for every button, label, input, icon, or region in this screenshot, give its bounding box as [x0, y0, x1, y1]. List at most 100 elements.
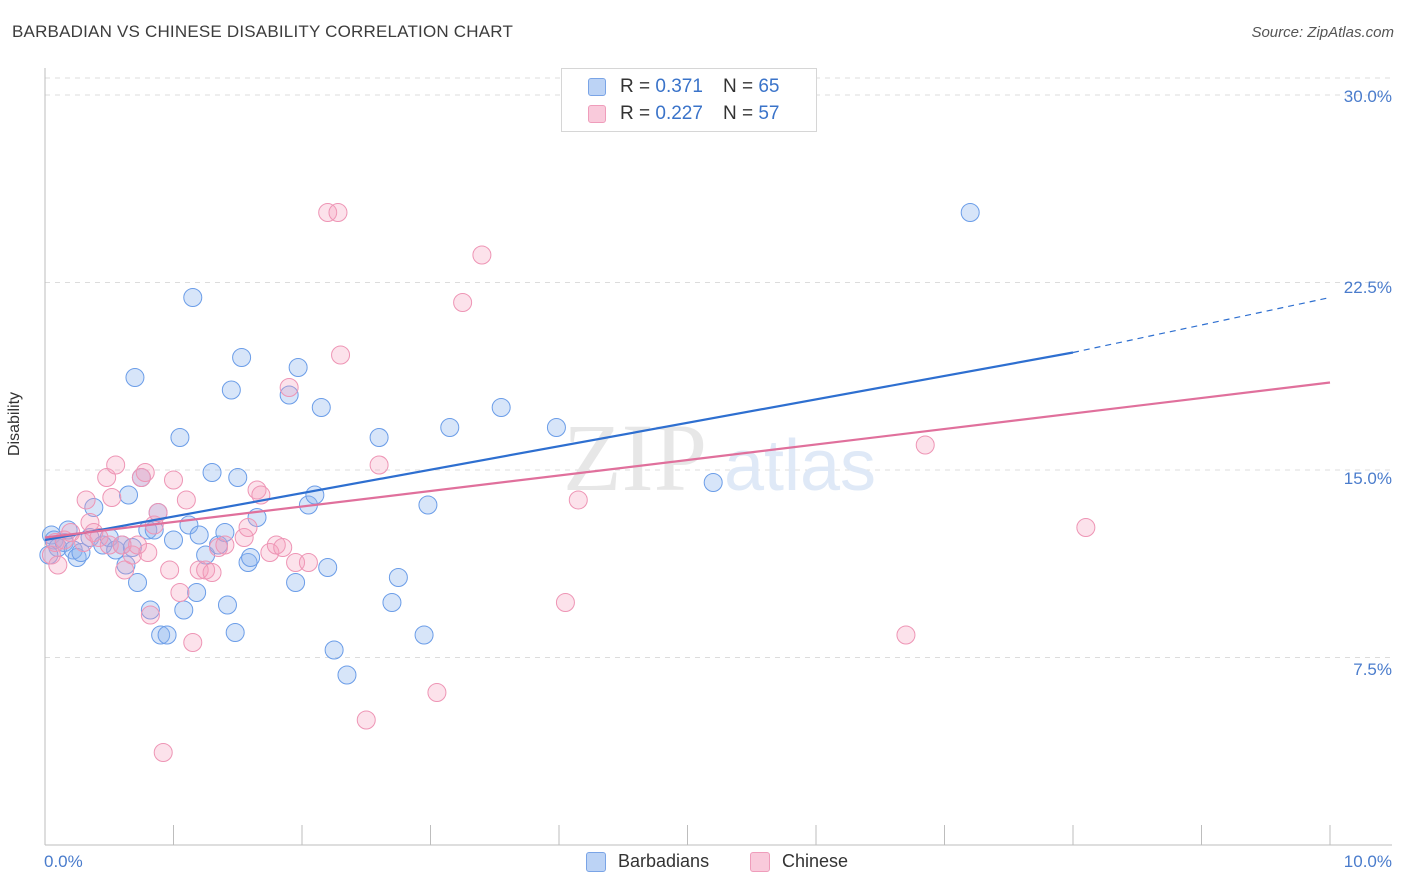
barbadians-point	[187, 583, 207, 602]
legend-label-barbadians: Barbadians	[618, 851, 710, 871]
barbadians-point	[183, 288, 203, 307]
chinese-point	[160, 560, 180, 580]
barbadians-point	[189, 525, 209, 545]
chinese-point	[238, 518, 258, 537]
chinese-point	[298, 553, 318, 572]
barbadians-point	[418, 495, 438, 515]
data-points	[39, 203, 1096, 762]
legend-swatch-pink	[750, 851, 770, 872]
barbadians-point	[318, 558, 338, 577]
barbadians-point	[703, 473, 723, 492]
chinese-point	[273, 538, 293, 557]
barbadians-point	[228, 468, 248, 487]
chinese-point	[106, 455, 126, 475]
legend-row-barbadians: R = 0.371 N = 65	[588, 73, 779, 101]
chinese-point	[260, 543, 280, 562]
chinese-point	[568, 490, 588, 510]
chinese-point	[48, 555, 68, 575]
legend-row-chinese: R = 0.227 N = 57	[588, 100, 779, 128]
legend-label-chinese: Chinese	[782, 851, 849, 871]
barbadians-point	[128, 573, 148, 592]
barbadians-point	[388, 568, 408, 587]
watermark-atlas: atlas	[724, 426, 876, 506]
barbadians-point	[217, 595, 237, 615]
legend-r-label: R =	[620, 76, 651, 97]
chinese-point	[164, 470, 183, 490]
legend-swatch-blue	[588, 78, 606, 96]
legend-r-value: 0.371	[655, 76, 703, 97]
barbadians-point	[440, 418, 460, 437]
y-tick-label-15: 15.0%	[1343, 469, 1392, 488]
legend-r-label: R =	[620, 103, 651, 124]
barbadians-point	[337, 665, 357, 685]
barbadians-point	[311, 398, 331, 417]
stats-legend: R = 0.371 N = 65 R = 0.227 N = 57	[561, 68, 817, 132]
chinese-point	[328, 203, 348, 222]
x-tick-label-max: 10.0%	[1343, 852, 1392, 871]
legend-n-label: N =	[722, 76, 754, 97]
barbadians-point	[164, 530, 183, 550]
chinese-point	[234, 528, 254, 547]
chart-title: BARBADIAN VS CHINESE DISABILITY CORRELAT…	[12, 22, 514, 41]
chinese-point	[555, 593, 575, 612]
chinese-point	[176, 490, 196, 510]
barbadians-point	[288, 358, 308, 377]
chinese-point	[135, 463, 155, 482]
chinese-point	[122, 545, 142, 565]
legend-swatch-blue	[586, 851, 606, 872]
legend-r-value: 0.227	[655, 103, 703, 124]
chinese-point	[453, 293, 473, 312]
watermark-zip: ZIP	[563, 404, 707, 511]
chinese-point	[915, 435, 935, 455]
chinese-point	[76, 490, 96, 510]
barbadians-point	[382, 593, 402, 612]
barbadians-point	[960, 203, 980, 222]
legend-swatch-pink	[588, 105, 606, 123]
chinese-point	[41, 545, 61, 565]
barbadians-point	[238, 553, 258, 572]
chinese-point	[356, 710, 376, 730]
chinese-point	[318, 203, 338, 222]
barbadians-point	[225, 623, 245, 642]
legend-n-label: N =	[722, 103, 754, 124]
chinese-point	[183, 633, 203, 652]
chinese-point	[427, 683, 447, 702]
barbadians-point	[546, 418, 566, 437]
legend-item-chinese[interactable]: Chinese	[750, 851, 848, 872]
barbadians-trend-extension	[1072, 296, 1331, 354]
barbadians-point	[202, 463, 222, 482]
y-tick-label-30: 30.0%	[1343, 87, 1392, 106]
barbadians-point	[140, 600, 160, 620]
barbadians-point	[414, 625, 434, 645]
chinese-point	[140, 605, 160, 625]
barbadians-point	[157, 625, 177, 645]
chinese-point	[128, 535, 148, 555]
barbadians-point	[232, 348, 252, 367]
legend-item-barbadians[interactable]: Barbadians	[586, 851, 709, 872]
chinese-point	[472, 245, 492, 265]
chinese-point	[170, 583, 190, 602]
barbadians-point	[125, 368, 145, 387]
trend-lines	[44, 296, 1331, 542]
barbadians-point	[221, 380, 241, 400]
chinese-point	[331, 345, 351, 365]
chinese-trend-line	[44, 381, 1331, 539]
chinese-point	[115, 560, 135, 580]
barbadians-point	[170, 428, 190, 447]
chinese-point	[148, 503, 168, 522]
barbadians-trend-line	[44, 351, 1074, 542]
x-tick-label-min: 0.0%	[44, 852, 83, 871]
chinese-point	[369, 455, 389, 475]
y-tick-label-7-5: 7.5%	[1353, 660, 1392, 679]
barbadians-point	[491, 398, 511, 417]
barbadians-point	[241, 548, 261, 567]
chinese-point	[131, 468, 151, 487]
chinese-point	[202, 563, 222, 582]
chinese-point	[215, 535, 235, 555]
barbadians-point	[174, 600, 194, 620]
barbadians-point	[119, 485, 139, 505]
chinese-point	[247, 480, 267, 500]
chinese-point	[102, 488, 122, 507]
chinese-point	[89, 528, 109, 547]
